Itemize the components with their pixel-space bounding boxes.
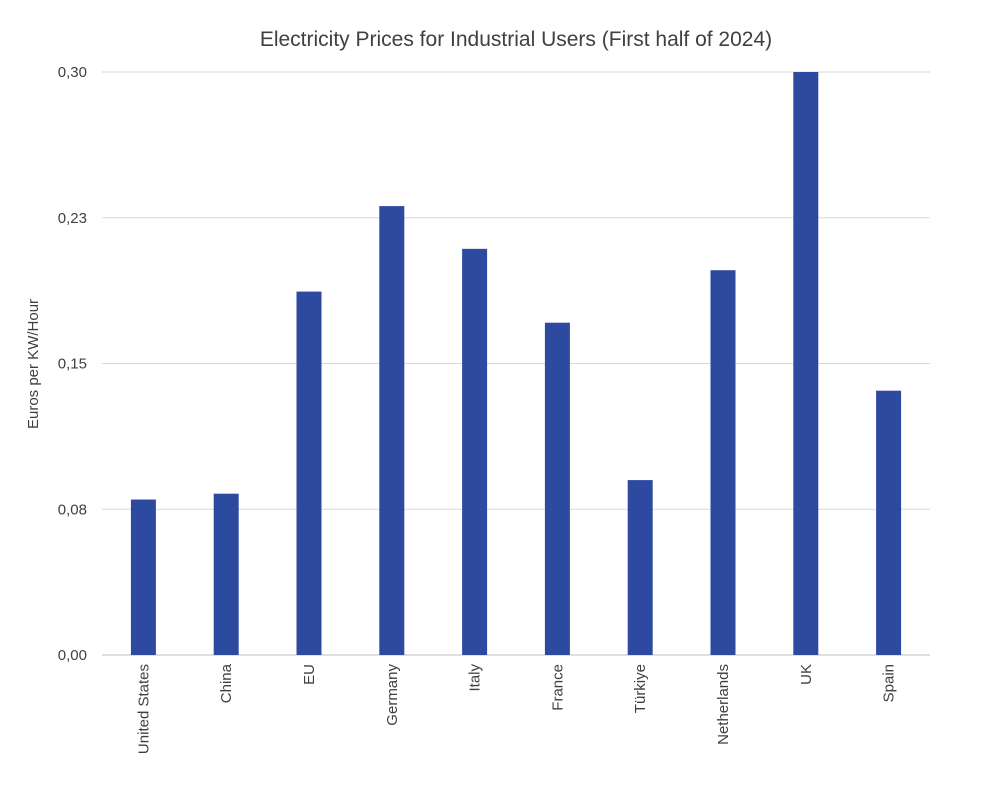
x-tick-label: France <box>549 664 566 711</box>
y-tick-label: 0,23 <box>58 210 87 227</box>
y-tick-label: 0,00 <box>58 647 87 664</box>
x-tick-label: Germany <box>384 664 401 726</box>
x-tick-label: UK <box>798 664 815 685</box>
bar-italy <box>462 248 488 656</box>
x-tick-label: United States <box>135 664 152 754</box>
bar-eu <box>296 291 322 655</box>
y-tick-label: 0,08 <box>58 501 87 518</box>
bar-t-rkiye <box>627 480 653 655</box>
x-tick-label: Italy <box>467 664 484 692</box>
bar-france <box>544 322 570 655</box>
x-tick-label: EU <box>301 664 318 685</box>
chart-title: Electricity Prices for Industrial Users … <box>260 28 772 51</box>
y-axis-label: Euros per KW/Hour <box>25 299 42 429</box>
x-tick-label: China <box>218 663 235 703</box>
bar-netherlands <box>710 270 736 655</box>
bar-united-states <box>130 499 156 655</box>
bar-germany <box>379 206 405 655</box>
bar-uk <box>793 72 819 655</box>
y-tick-label: 0,15 <box>58 356 87 373</box>
bar-spain <box>876 390 902 655</box>
x-tick-label: Spain <box>881 664 898 702</box>
x-tick-label: Netherlands <box>715 664 732 745</box>
bar-china <box>213 493 239 655</box>
y-tick-label: 0,30 <box>58 64 87 81</box>
x-tick-label: Türkiye <box>632 664 649 713</box>
